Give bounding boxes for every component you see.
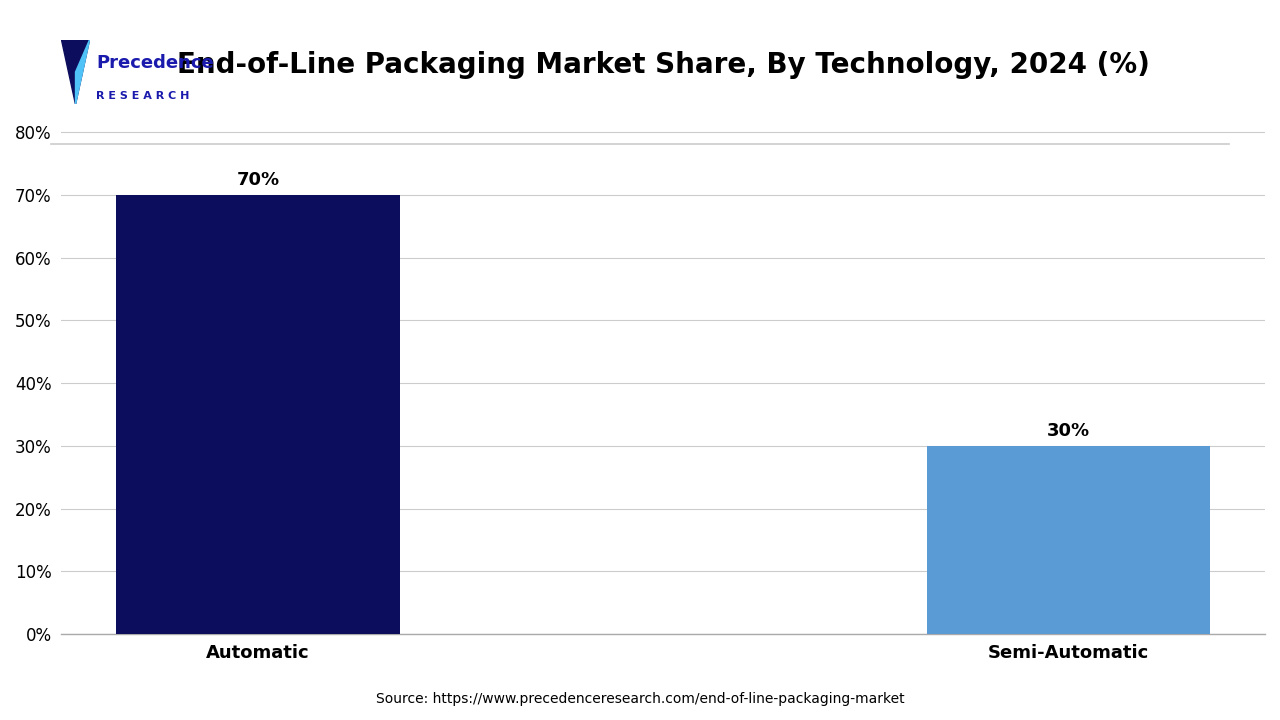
Bar xyxy=(927,446,1211,634)
Polygon shape xyxy=(61,40,90,104)
Title: End-of-Line Packaging Market Share, By Technology, 2024 (%): End-of-Line Packaging Market Share, By T… xyxy=(177,51,1149,79)
Text: 30%: 30% xyxy=(1047,422,1091,440)
Text: 70%: 70% xyxy=(237,171,279,189)
Polygon shape xyxy=(76,40,90,104)
Bar xyxy=(116,195,399,634)
Text: Precedence: Precedence xyxy=(96,55,214,73)
Text: R E S E A R C H: R E S E A R C H xyxy=(96,91,189,102)
Text: Source: https://www.precedenceresearch.com/end-of-line-packaging-market: Source: https://www.precedenceresearch.c… xyxy=(376,692,904,706)
